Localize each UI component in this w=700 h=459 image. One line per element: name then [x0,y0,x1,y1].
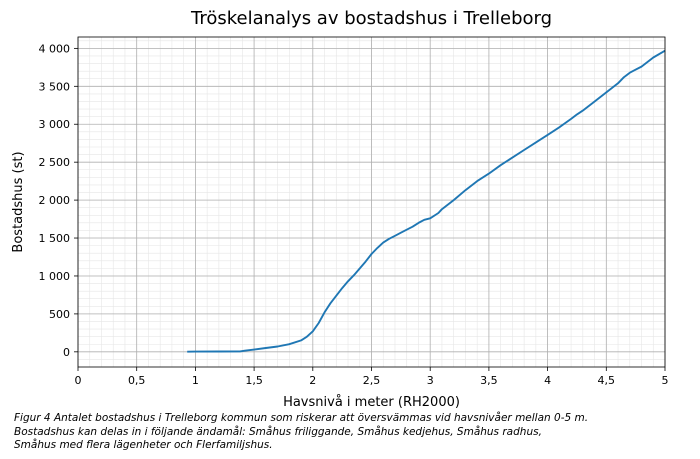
x-tick-label: 2,5 [363,374,381,387]
y-axis-label: Bostadshus (st) [11,151,26,252]
y-tick-label: 0 [63,346,70,359]
x-tick-label: 2 [309,374,316,387]
x-tick-label: 4 [544,374,551,387]
series-line-0 [187,49,666,353]
y-tick-label: 3 500 [39,80,71,93]
figure-caption: Figur 4 Antalet bostadshus i Trelleborg … [14,412,684,453]
chart-title: Tröskelanalys av bostadshus i Trelleborg [190,8,553,29]
chart-figure: 0 0,5 1 1,5 2 2,5 3 3,5 4 4,5 5 0 500 1 000 1 500 2 00… [11,36,669,410]
x-axis-label: Havsnivå i meter (RH2000) [283,395,460,410]
x-tick-label: 3 [427,374,434,387]
x-tick-label: 0,5 [128,374,146,387]
y-tick-label: 2 000 [39,194,71,207]
caption-line-2: Bostadshus kan delas in i följande ändam… [14,425,542,438]
x-tick-label: 4,5 [598,374,616,387]
x-tick-label: 5 [662,374,669,387]
caption-line-1: Figur 4 Antalet bostadshus i Trelleborg … [14,412,589,424]
series-layer [187,49,666,353]
y-tick-label: 3 000 [39,118,71,131]
caption-line-3: Småhus med flera lägenheter och Flerfami… [14,439,273,451]
x-tick-label: 3,5 [480,374,498,387]
x-tick-label: 0 [75,374,82,387]
y-tick-label: 1 000 [39,270,71,283]
x-axis-ticks: 0 0,5 1 1,5 2 2,5 3 3,5 4 4,5 5 [75,367,669,387]
y-tick-label: 4 000 [39,42,71,55]
major-grid [77,37,666,367]
y-tick-label: 1 500 [39,232,71,245]
x-tick-label: 1 [192,374,199,387]
y-tick-label: 2 500 [39,156,71,169]
x-tick-label: 1,5 [245,374,263,387]
y-axis-ticks: 0 500 1 000 1 500 2 000 2 500 3 000 3 500 4 000 [39,42,78,359]
y-tick-label: 500 [49,308,70,321]
